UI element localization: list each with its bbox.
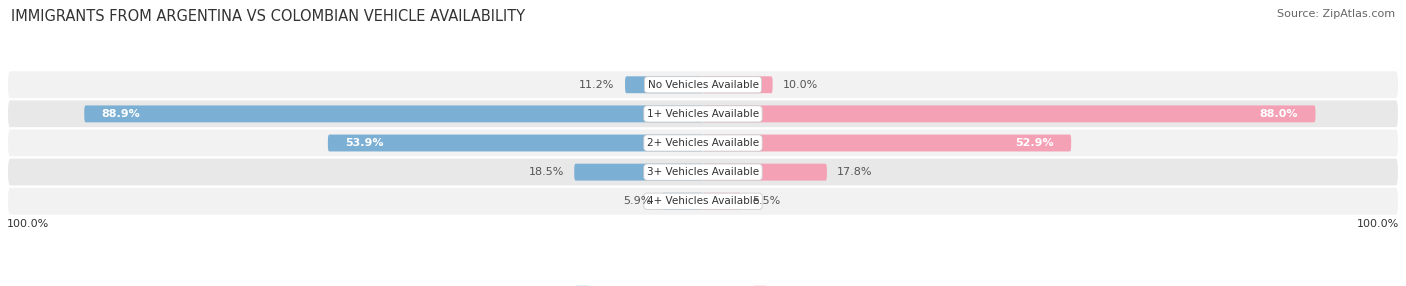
Text: IMMIGRANTS FROM ARGENTINA VS COLOMBIAN VEHICLE AVAILABILITY: IMMIGRANTS FROM ARGENTINA VS COLOMBIAN V… [11,9,526,23]
Text: 11.2%: 11.2% [579,80,614,90]
Text: 3+ Vehicles Available: 3+ Vehicles Available [647,167,759,177]
FancyBboxPatch shape [328,134,703,152]
Text: 88.0%: 88.0% [1260,109,1298,119]
FancyBboxPatch shape [84,106,703,122]
Text: 5.5%: 5.5% [752,196,780,206]
Text: 100.0%: 100.0% [1357,219,1399,229]
Text: 1+ Vehicles Available: 1+ Vehicles Available [647,109,759,119]
Text: 53.9%: 53.9% [346,138,384,148]
FancyBboxPatch shape [7,99,1399,128]
FancyBboxPatch shape [662,193,703,210]
FancyBboxPatch shape [7,128,1399,158]
FancyBboxPatch shape [7,187,1399,216]
Text: Source: ZipAtlas.com: Source: ZipAtlas.com [1277,9,1395,19]
FancyBboxPatch shape [574,164,703,180]
Text: 10.0%: 10.0% [783,80,818,90]
FancyBboxPatch shape [703,193,741,210]
Legend: Immigrants from Argentina, Colombian: Immigrants from Argentina, Colombian [572,282,834,286]
Text: 100.0%: 100.0% [7,219,49,229]
FancyBboxPatch shape [703,76,773,93]
Text: 18.5%: 18.5% [529,167,564,177]
Text: 4+ Vehicles Available: 4+ Vehicles Available [647,196,759,206]
FancyBboxPatch shape [626,76,703,93]
FancyBboxPatch shape [7,70,1399,99]
Text: 17.8%: 17.8% [838,167,873,177]
Text: 2+ Vehicles Available: 2+ Vehicles Available [647,138,759,148]
FancyBboxPatch shape [703,164,827,180]
FancyBboxPatch shape [703,106,1316,122]
Text: 5.9%: 5.9% [623,196,651,206]
Text: 52.9%: 52.9% [1015,138,1053,148]
FancyBboxPatch shape [703,134,1071,152]
FancyBboxPatch shape [7,158,1399,187]
Text: No Vehicles Available: No Vehicles Available [648,80,758,90]
Text: 88.9%: 88.9% [101,109,141,119]
